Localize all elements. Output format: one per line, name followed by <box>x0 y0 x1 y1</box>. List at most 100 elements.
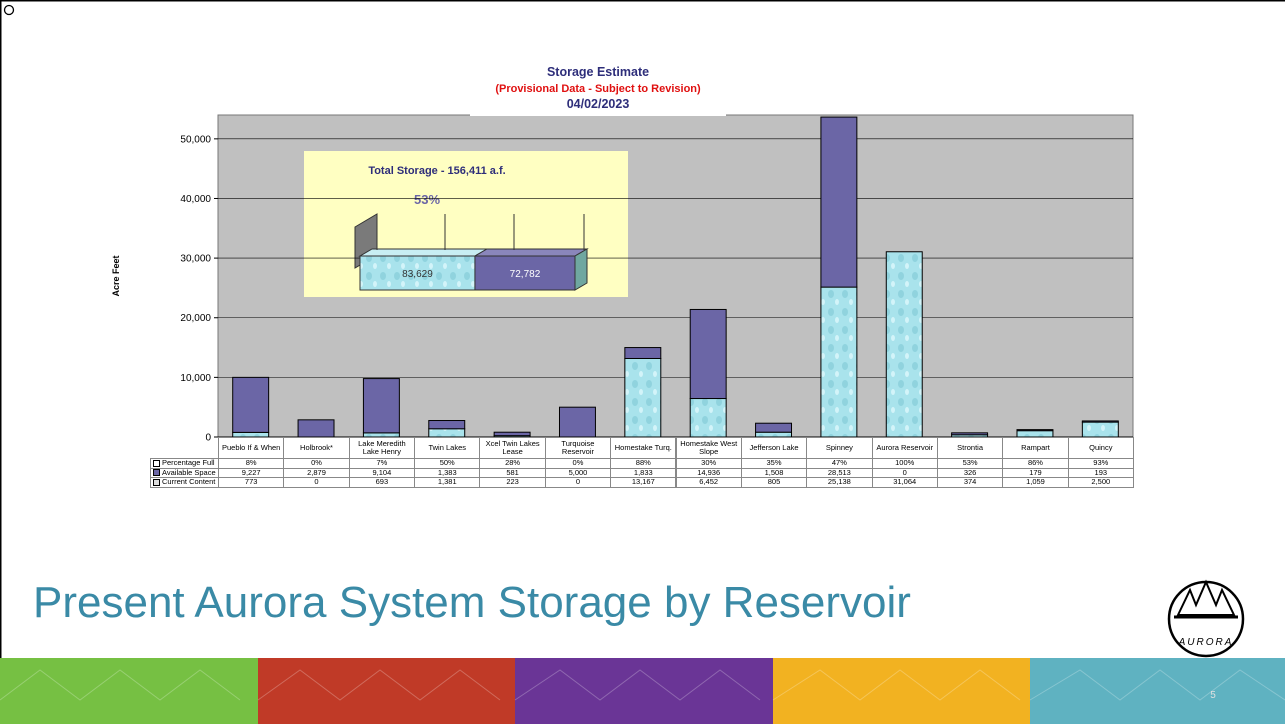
category-cell: Pueblo If & When <box>218 437 285 459</box>
footer-pattern <box>0 669 1285 701</box>
inset-bar-top <box>473 248 589 257</box>
table-value-text: 7% <box>376 458 388 468</box>
table-value-text: 2,500 <box>1091 477 1111 487</box>
table-value: 1,059 <box>1002 477 1069 488</box>
y-tick-label: 30,000 <box>180 254 211 265</box>
bar-segment <box>362 378 400 434</box>
category-cell: Homestake West Slope <box>675 437 742 459</box>
y-tick-label: 50,000 <box>180 134 211 145</box>
legend-label: Current Content <box>162 477 216 487</box>
category-cell-text: Aurora Reservoir <box>876 443 934 452</box>
table-value-text: 193 <box>1094 467 1108 477</box>
category-cell: Spinney <box>806 437 873 459</box>
table-value: 6,452 <box>675 477 742 488</box>
logo-text: AURORA <box>1178 637 1234 648</box>
table-value-text: 28% <box>505 458 521 468</box>
bar-segment <box>689 308 727 400</box>
table-value-text: 31,064 <box>893 477 917 487</box>
y-tick-label: 10,000 <box>180 373 211 384</box>
table-value-text: 100% <box>895 458 915 468</box>
category-cell-text: Strontia <box>957 443 984 452</box>
legend-key <box>153 459 160 467</box>
inset-bar <box>359 255 476 291</box>
footer-band <box>773 658 1030 724</box>
info-icon <box>3 4 15 16</box>
table-value-text: 35% <box>766 458 782 468</box>
chart-subtitle: (Provisional Data - Subject to Revision) <box>495 83 701 95</box>
table-value-text: 0 <box>314 477 319 487</box>
category-cell: Xcel Twin Lakes Lease <box>479 437 546 459</box>
category-cell: Twin Lakes <box>414 437 481 459</box>
table-value: 2,500 <box>1067 477 1134 488</box>
table-value-text: 0% <box>311 458 322 468</box>
bar-segment <box>428 420 466 430</box>
footer-band <box>258 658 515 724</box>
category-cell-text: Holbrook* <box>300 443 333 452</box>
legend-label: Available Space <box>162 467 216 477</box>
table-value-text: 88% <box>635 458 651 468</box>
bar-segment <box>624 347 662 359</box>
table-value: 0 <box>544 477 612 488</box>
table-value: 0 <box>283 477 350 488</box>
chart-date: 04/02/2023 <box>567 97 630 111</box>
bar-segment <box>1081 421 1119 438</box>
category-cell-text: Turquoise Reservoir <box>561 439 595 456</box>
category-cell: Aurora Reservoir <box>871 437 938 459</box>
bar-segment <box>820 286 858 438</box>
bar-segment <box>428 428 466 438</box>
bar-segment <box>885 251 923 438</box>
category-cell-text: Spinney <box>825 443 853 452</box>
table-value-text: 53% <box>962 458 978 468</box>
table-value: 374 <box>936 477 1004 488</box>
page-number: 5 <box>1210 690 1216 701</box>
bar-segment <box>820 116 858 288</box>
table-value-text: 9,227 <box>241 467 261 477</box>
inset-value-label: 72,782 <box>510 269 541 280</box>
y-tick-label: 20,000 <box>180 313 211 324</box>
table-value-text: 374 <box>963 477 977 487</box>
footer-band <box>1030 658 1285 724</box>
inset-percent: 53% <box>414 192 440 207</box>
category-cell-text: Lake Meredith Lake Henry <box>358 439 406 456</box>
table-value: 1,381 <box>414 477 481 488</box>
table-value: 13,167 <box>610 477 677 488</box>
table-value-text: 326 <box>963 467 977 477</box>
category-cell: Lake Meredith Lake Henry <box>348 437 416 459</box>
bar-segment <box>493 431 531 437</box>
slide-title: Present Aurora System Storage by Reservo… <box>33 578 911 627</box>
table-value-text: 223 <box>506 477 519 487</box>
y-axis-label: Acre Feet <box>111 255 121 296</box>
category-cell-text: Jefferson Lake <box>749 443 799 452</box>
title-box <box>470 62 726 116</box>
table-value-text: 50% <box>439 458 455 468</box>
table-value-text: 581 <box>506 467 519 477</box>
table-value-text: 13,167 <box>631 477 655 487</box>
table-value-text: 47% <box>831 458 847 468</box>
inset-value-label: 83,629 <box>402 269 433 280</box>
legend-label: Percentage Full <box>162 458 215 468</box>
table-value-text: 8% <box>245 458 257 468</box>
table-value-text: 773 <box>244 477 258 487</box>
table-value-text: 30% <box>701 458 717 468</box>
table-value: 223 <box>479 477 546 488</box>
category-cell: Rampart <box>1002 437 1069 459</box>
table-value-text: 86% <box>1027 458 1043 468</box>
bar-segment <box>232 376 270 433</box>
legend-key <box>153 469 160 477</box>
table-value: 31,064 <box>871 477 938 488</box>
table-value-text: 693 <box>375 477 389 487</box>
category-cell: Strontia <box>936 437 1004 459</box>
category-cell: Jefferson Lake <box>740 437 808 459</box>
inset-title: Total Storage - 156,411 a.f. <box>368 165 505 177</box>
table-value-text: 14,936 <box>697 467 721 477</box>
category-cell: Turquoise Reservoir <box>544 437 612 459</box>
category-cell-text: Xcel Twin Lakes Lease <box>485 439 540 456</box>
table-value: 773 <box>218 477 285 488</box>
category-cell-text: Homestake Turq. <box>614 443 672 452</box>
row-label: Current Content <box>150 477 219 488</box>
bar-segment <box>297 419 335 438</box>
bar-segment <box>1016 429 1054 432</box>
category-cell: Holbrook* <box>283 437 350 459</box>
